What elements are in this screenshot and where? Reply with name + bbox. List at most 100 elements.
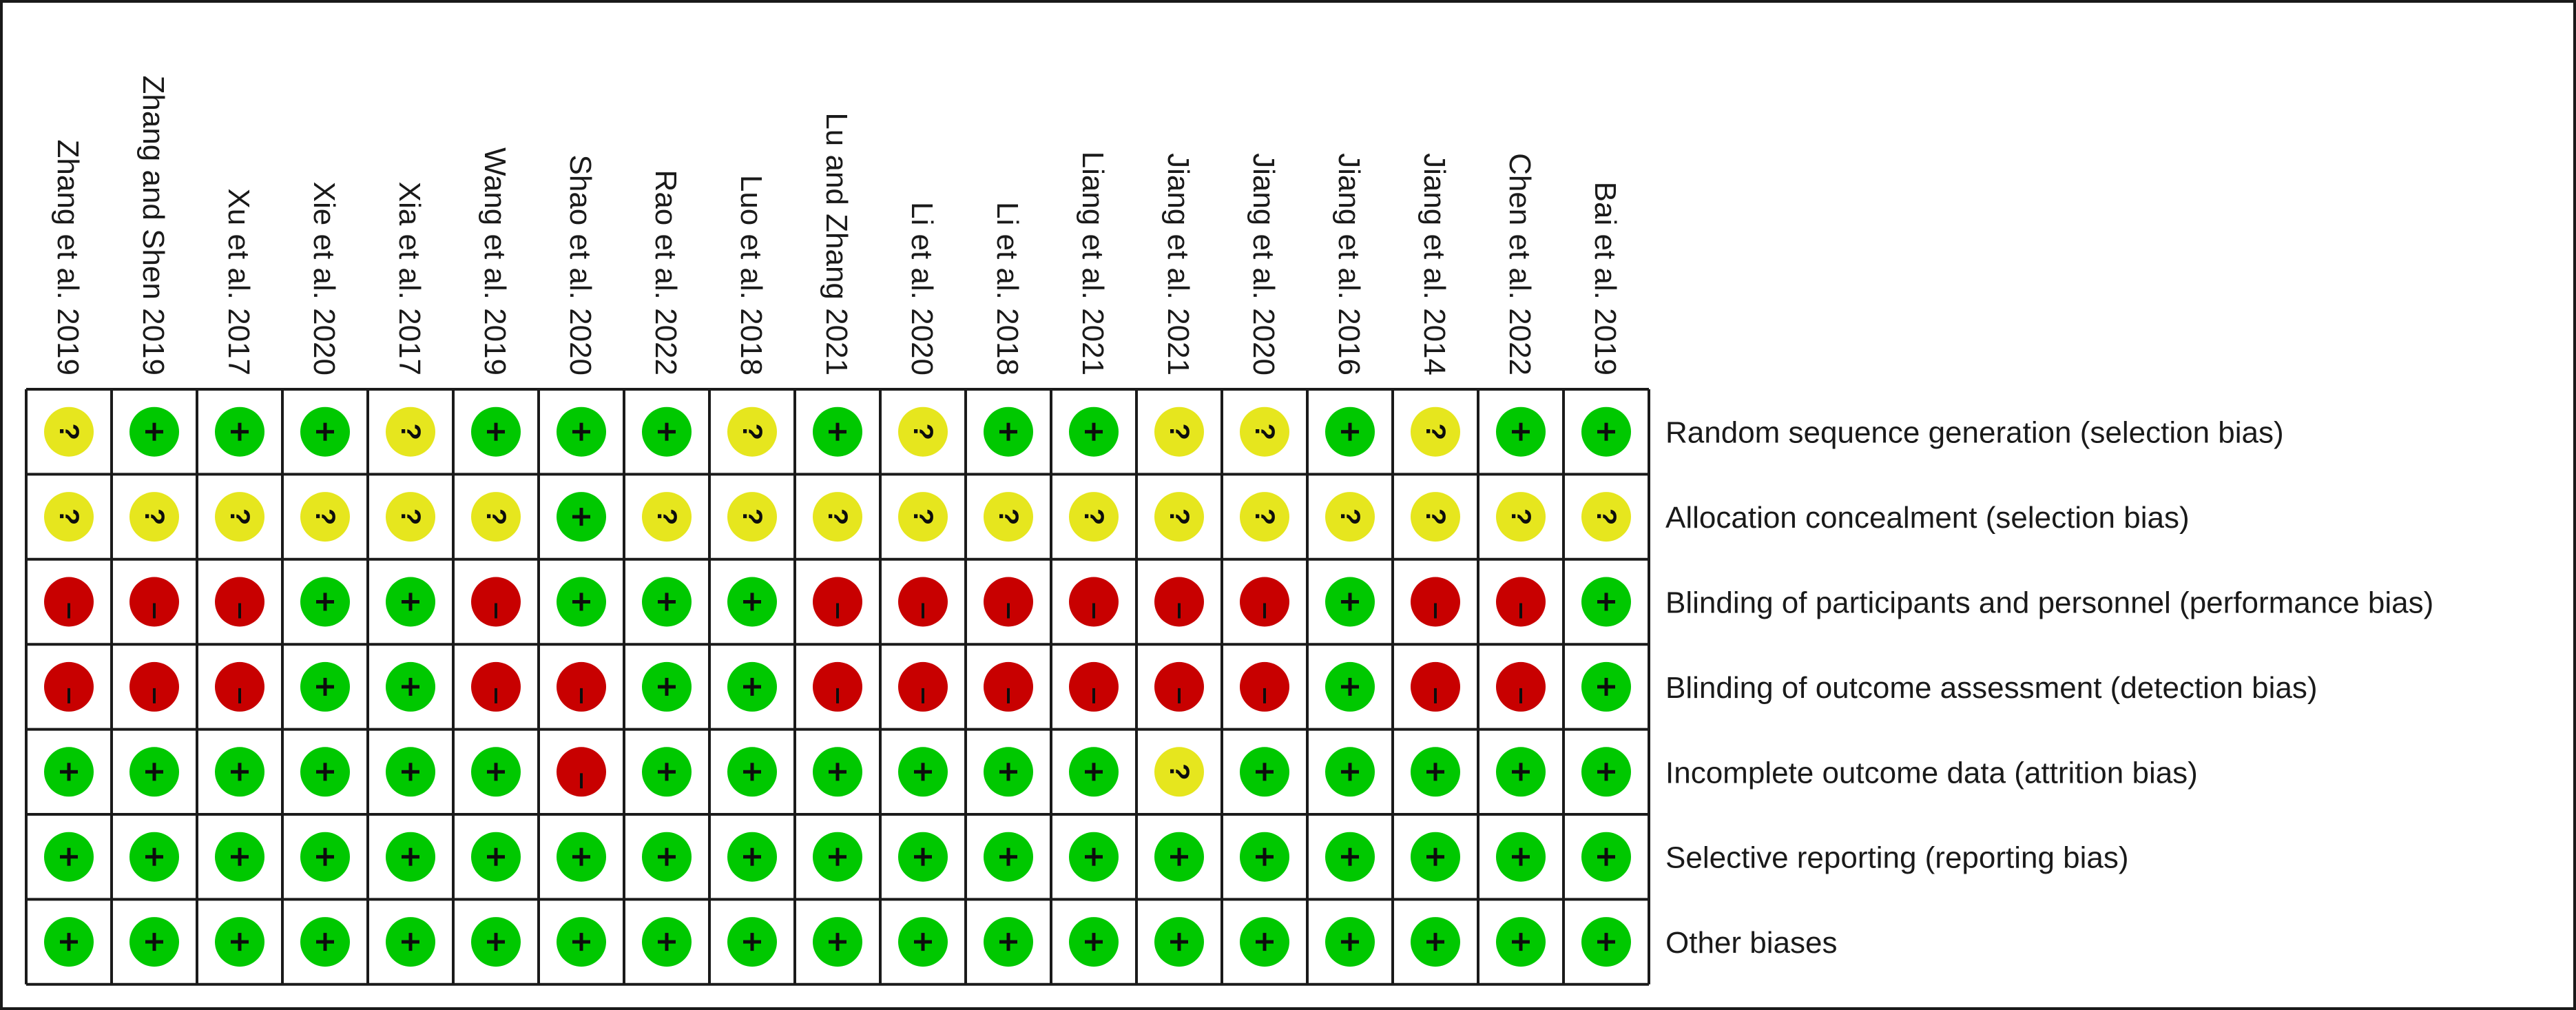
minus-symbol [153, 603, 156, 619]
judgement-low-icon [1411, 832, 1460, 882]
judgement-low-icon [215, 832, 264, 882]
question-symbol: ? [1591, 508, 1621, 525]
plus-symbol [1433, 847, 1437, 866]
judgement-circle [1325, 492, 1375, 542]
plus-symbol [67, 933, 71, 951]
judgement-circle [44, 406, 94, 457]
judgement-circle [557, 661, 606, 712]
study-label: Liang et al. 2021 [1076, 152, 1110, 375]
question-symbol: ? [310, 508, 340, 525]
question-symbol: ? [1335, 508, 1365, 525]
judgement-low-icon [215, 747, 264, 797]
judgement-low-icon [813, 747, 862, 797]
judgement-low-icon [984, 406, 1033, 457]
judgement-circle [1496, 661, 1546, 712]
judgement-circle [898, 492, 948, 542]
question-symbol: ? [395, 508, 426, 525]
judgement-unclear-icon: ? [813, 492, 862, 542]
question-symbol: ? [1164, 763, 1194, 780]
domain-label: Random sequence generation (selection bi… [1665, 416, 2284, 450]
judgement-low-icon [471, 747, 521, 797]
judgement-circle [44, 577, 94, 627]
judgement-low-icon [984, 832, 1033, 882]
judgement-high-icon [44, 661, 94, 712]
judgement-low-icon [129, 917, 179, 967]
judgement-low-icon [557, 577, 606, 627]
judgement-low-icon [1411, 747, 1460, 797]
judgement-low-icon [215, 406, 264, 457]
judgement-circle [1496, 577, 1546, 627]
question-symbol: ? [1420, 423, 1451, 440]
plus-symbol [835, 422, 840, 441]
judgement-circle [898, 661, 948, 712]
plus-symbol [1006, 847, 1010, 866]
judgement-low-icon [44, 747, 94, 797]
judgement-low-icon [1411, 917, 1460, 967]
plus-symbol [152, 422, 156, 441]
question-symbol: ? [1249, 508, 1280, 525]
plus-symbol [1177, 933, 1181, 951]
plus-symbol [152, 933, 156, 951]
plus-symbol [1092, 933, 1096, 951]
plus-symbol [579, 847, 583, 866]
judgement-low-icon [642, 406, 692, 457]
judgement-circle [1154, 577, 1204, 627]
minus-symbol [922, 688, 924, 703]
plus-symbol [579, 508, 583, 526]
judgement-circle [898, 577, 948, 627]
plus-symbol [750, 592, 754, 611]
plus-symbol [1348, 592, 1352, 611]
judgement-low-icon [44, 832, 94, 882]
study-label: Wang et al. 2019 [478, 147, 512, 375]
judgement-low-icon [1325, 577, 1375, 627]
judgement-circle [471, 661, 521, 712]
plus-symbol [1604, 847, 1608, 866]
plus-symbol [1348, 933, 1352, 951]
judgement-low-icon [1325, 832, 1375, 882]
judgement-low-icon [386, 747, 435, 797]
judgement-high-icon [898, 577, 948, 627]
judgement-circle [215, 661, 264, 712]
judgement-high-icon [813, 577, 862, 627]
question-symbol: ? [1164, 508, 1194, 525]
plus-symbol [750, 677, 754, 696]
domain-label: Allocation concealment (selection bias) [1665, 501, 2190, 535]
plus-symbol [67, 763, 71, 781]
judgement-high-icon [1496, 577, 1546, 627]
judgement-high-icon [557, 661, 606, 712]
judgement-low-icon [1581, 406, 1631, 457]
minus-symbol [922, 603, 924, 619]
judgement-high-icon [898, 661, 948, 712]
plus-symbol [494, 422, 498, 441]
judgement-low-icon [386, 917, 435, 967]
judgement-low-icon [557, 917, 606, 967]
judgement-unclear-icon: ? [386, 492, 435, 542]
plus-symbol [921, 763, 925, 781]
judgement-circle [1411, 661, 1460, 712]
judgement-high-icon [984, 661, 1033, 712]
minus-symbol [1434, 688, 1437, 703]
judgement-circle [642, 492, 692, 542]
judgement-high-icon [129, 661, 179, 712]
study-label: Chen et al. 2022 [1503, 153, 1537, 375]
domain-labels: Random sequence generation (selection bi… [1665, 416, 2433, 960]
plus-symbol [1433, 763, 1437, 781]
question-symbol: ? [737, 508, 767, 525]
judgement-low-icon [1581, 747, 1631, 797]
plus-symbol [1092, 422, 1096, 441]
domain-label: Incomplete outcome data (attrition bias) [1665, 756, 2198, 790]
judgement-high-icon [1240, 577, 1289, 627]
judgement-low-icon [1069, 917, 1119, 967]
judgement-unclear-icon: ? [1154, 406, 1204, 457]
plus-symbol [1604, 933, 1608, 951]
judgement-high-icon [1411, 661, 1460, 712]
judgement-low-icon [1581, 577, 1631, 627]
judgement-low-icon [813, 406, 862, 457]
minus-symbol [67, 603, 70, 619]
domain-label: Other biases [1665, 926, 1837, 960]
plus-symbol [921, 847, 925, 866]
question-symbol: ? [908, 508, 938, 525]
question-symbol: ? [395, 423, 426, 440]
plus-symbol [238, 763, 242, 781]
study-label: Xia et al. 2017 [393, 182, 426, 375]
